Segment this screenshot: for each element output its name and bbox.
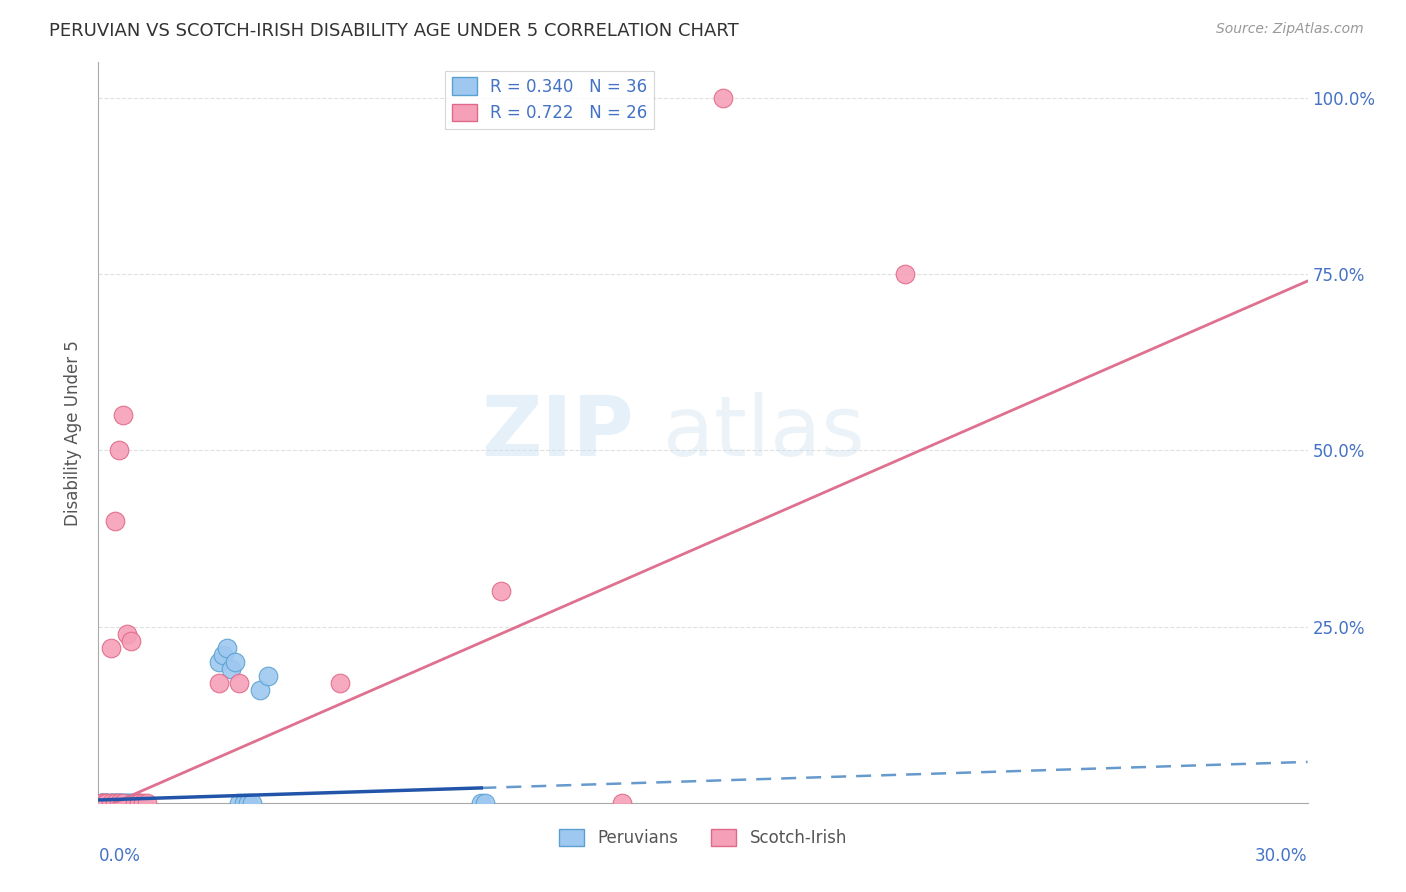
Point <box>91 796 114 810</box>
Point <box>96 796 118 810</box>
Point <box>212 648 235 662</box>
Point <box>208 655 231 669</box>
Point <box>111 796 134 810</box>
Point <box>107 796 129 810</box>
Point <box>491 584 513 599</box>
Point <box>120 633 142 648</box>
Point <box>240 796 263 810</box>
Point <box>128 796 150 810</box>
Text: 0.0%: 0.0% <box>98 847 141 865</box>
Point <box>100 796 122 810</box>
Point <box>91 796 114 810</box>
Point <box>107 796 129 810</box>
Point <box>228 796 250 810</box>
Text: 30.0%: 30.0% <box>1256 847 1308 865</box>
Point <box>103 796 125 810</box>
Point <box>96 796 118 810</box>
Point <box>111 408 134 422</box>
Point <box>124 796 146 810</box>
Point <box>91 796 114 810</box>
Point <box>120 796 142 810</box>
Text: PERUVIAN VS SCOTCH-IRISH DISABILITY AGE UNDER 5 CORRELATION CHART: PERUVIAN VS SCOTCH-IRISH DISABILITY AGE … <box>49 22 740 40</box>
Point <box>236 796 259 810</box>
Point <box>612 796 634 810</box>
Point <box>470 796 492 810</box>
Point <box>111 796 134 810</box>
Point <box>100 640 122 655</box>
Point <box>249 683 271 698</box>
Point <box>96 796 118 810</box>
Point <box>120 796 142 810</box>
Point <box>711 91 734 105</box>
Point <box>91 796 114 810</box>
Point <box>228 676 250 690</box>
Point <box>893 267 915 281</box>
Point <box>100 796 122 810</box>
Point <box>329 676 352 690</box>
Point <box>128 796 150 810</box>
Point <box>100 796 122 810</box>
Point <box>115 796 138 810</box>
Point <box>256 669 278 683</box>
Legend: Peruvians, Scotch-Irish: Peruvians, Scotch-Irish <box>553 822 853 854</box>
Point <box>100 796 122 810</box>
Point <box>107 796 129 810</box>
Point <box>132 796 155 810</box>
Point <box>115 626 138 640</box>
Point <box>107 443 129 458</box>
Point <box>96 796 118 810</box>
Point <box>124 796 146 810</box>
Point <box>103 514 125 528</box>
Point <box>103 796 125 810</box>
Text: Source: ZipAtlas.com: Source: ZipAtlas.com <box>1216 22 1364 37</box>
Point <box>103 796 125 810</box>
Point <box>474 796 496 810</box>
Point <box>232 796 254 810</box>
Point <box>221 662 243 676</box>
Point <box>115 796 138 810</box>
Point <box>208 676 231 690</box>
Point <box>111 796 134 810</box>
Point <box>128 796 150 810</box>
Point <box>217 640 239 655</box>
Text: atlas: atlas <box>662 392 865 473</box>
Text: ZIP: ZIP <box>482 392 634 473</box>
Point <box>103 796 125 810</box>
Point <box>91 796 114 810</box>
Point <box>96 796 118 810</box>
Point <box>107 796 129 810</box>
Point <box>135 796 157 810</box>
Point <box>224 655 246 669</box>
Y-axis label: Disability Age Under 5: Disability Age Under 5 <box>65 340 83 525</box>
